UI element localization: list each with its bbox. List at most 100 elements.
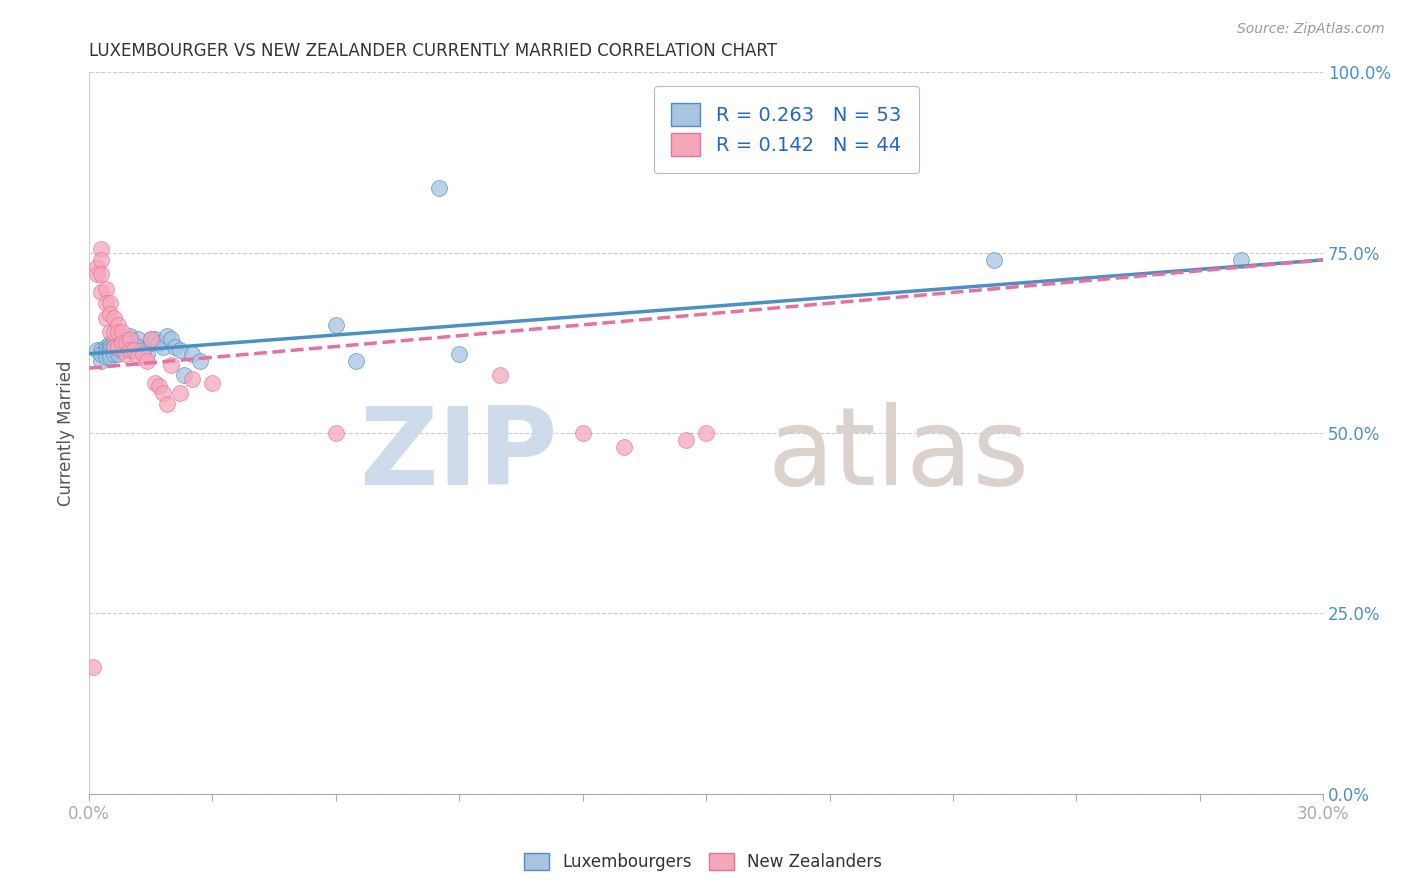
Point [111,325,134,339]
Point [983,252,1005,267]
Point [107,343,129,357]
Point [98,335,121,350]
Point [90,268,112,282]
Point [90,285,112,300]
Point [86,343,108,357]
Point [103,325,125,339]
Point [94,310,117,325]
Point [180,347,202,361]
Point [131,347,153,361]
Point [160,358,183,372]
Point [94,343,117,357]
Point [127,351,149,365]
Point [139,332,162,346]
Point [103,332,125,346]
Point [90,242,112,256]
Point [107,335,129,350]
Point [325,318,347,332]
Point [120,332,142,346]
Point [143,332,166,346]
Point [127,339,149,353]
Point [103,347,125,361]
Point [571,425,593,440]
Point [98,325,121,339]
Point [152,386,174,401]
Point [120,328,142,343]
Point [675,434,697,448]
Point [169,386,191,401]
Point [90,354,112,368]
Point [165,339,187,353]
Point [449,347,471,361]
Legend: R = 0.263   N = 53, R = 0.142   N = 44: R = 0.263 N = 53, R = 0.142 N = 44 [654,86,918,173]
Point [120,343,142,357]
Point [124,335,146,350]
Point [613,441,636,455]
Point [143,376,166,390]
Point [325,425,347,440]
Point [107,339,129,353]
Point [139,335,162,350]
Point [188,354,211,368]
Point [98,339,121,353]
Point [152,339,174,353]
Point [346,354,368,368]
Text: atlas: atlas [768,401,1029,508]
Point [135,354,157,368]
Point [180,372,202,386]
Point [135,347,157,361]
Point [90,252,112,267]
Point [169,343,191,357]
Point [124,343,146,357]
Point [115,332,138,346]
Point [107,347,129,361]
Point [103,310,125,325]
Point [94,339,117,353]
Point [103,343,125,357]
Point [127,332,149,346]
Point [115,339,138,353]
Point [107,325,129,339]
Point [94,351,117,365]
Text: LUXEMBOURGER VS NEW ZEALANDER CURRENTLY MARRIED CORRELATION CHART: LUXEMBOURGER VS NEW ZEALANDER CURRENTLY … [89,42,778,60]
Point [156,397,179,411]
Point [148,335,170,350]
Y-axis label: Currently Married: Currently Married [58,360,75,506]
Point [139,332,162,346]
Point [115,347,138,361]
Point [156,328,179,343]
Point [201,376,224,390]
Point [695,425,717,440]
Point [98,307,121,321]
Point [489,368,512,383]
Point [103,339,125,353]
Point [82,660,104,674]
Point [111,332,134,346]
Point [131,343,153,357]
Point [103,339,125,353]
Point [98,343,121,357]
Point [90,347,112,361]
Point [1230,252,1253,267]
Legend: Luxembourgers, New Zealanders: Luxembourgers, New Zealanders [516,845,890,880]
Point [86,260,108,275]
Text: Source: ZipAtlas.com: Source: ZipAtlas.com [1237,22,1385,37]
Point [111,343,134,357]
Point [94,347,117,361]
Point [107,318,129,332]
Point [111,335,134,350]
Point [115,335,138,350]
Point [86,268,108,282]
Point [94,282,117,296]
Point [160,332,183,346]
Point [120,335,142,350]
Point [94,296,117,310]
Point [90,343,112,357]
Point [98,347,121,361]
Point [98,351,121,365]
Point [111,335,134,350]
Point [148,379,170,393]
Point [98,296,121,310]
Point [120,343,142,357]
Point [107,339,129,353]
